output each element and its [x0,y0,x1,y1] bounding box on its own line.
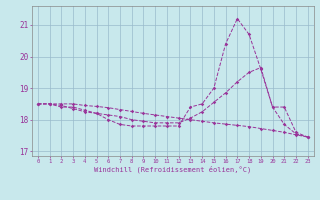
X-axis label: Windchill (Refroidissement éolien,°C): Windchill (Refroidissement éolien,°C) [94,166,252,173]
